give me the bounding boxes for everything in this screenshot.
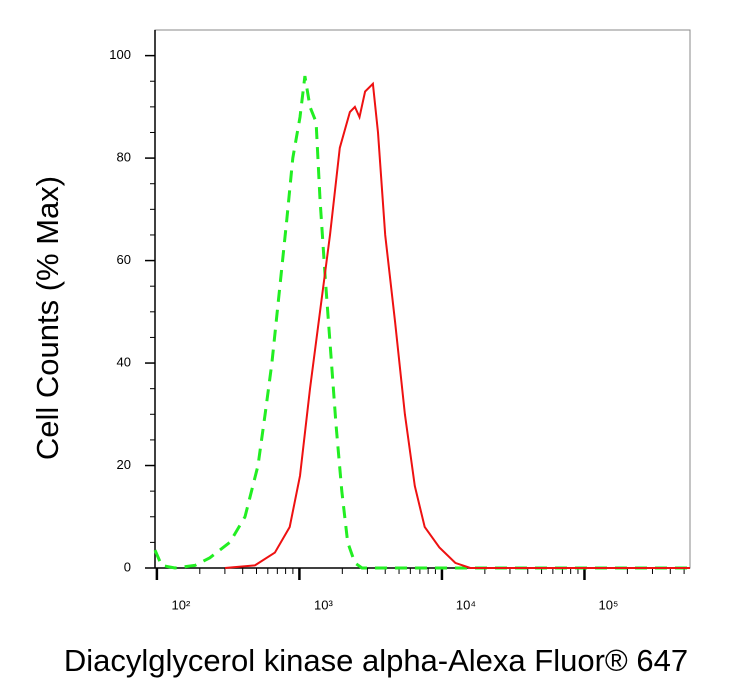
y-tick-label: 60: [117, 252, 131, 267]
y-tick-label: 0: [124, 559, 131, 574]
y-tick-label: 100: [109, 47, 131, 62]
x-tick-label: 10⁵: [599, 597, 619, 612]
x-axis-label: Diacylglycerol kinase alpha-Alexa Fluor®…: [64, 643, 688, 678]
x-tick-label: 10²: [171, 597, 190, 612]
y-tick-label: 40: [117, 354, 131, 369]
x-tick-label: 10⁴: [456, 597, 476, 612]
y-tick-label: 20: [117, 457, 131, 472]
plot-frame: [154, 29, 691, 569]
histogram-line: [153, 75, 690, 570]
x-tick-label: 10³: [314, 597, 333, 612]
histogram-line: [224, 81, 690, 569]
y-axis-label: Cell Counts (% Max): [30, 176, 65, 460]
y-tick-label: 80: [117, 150, 131, 165]
